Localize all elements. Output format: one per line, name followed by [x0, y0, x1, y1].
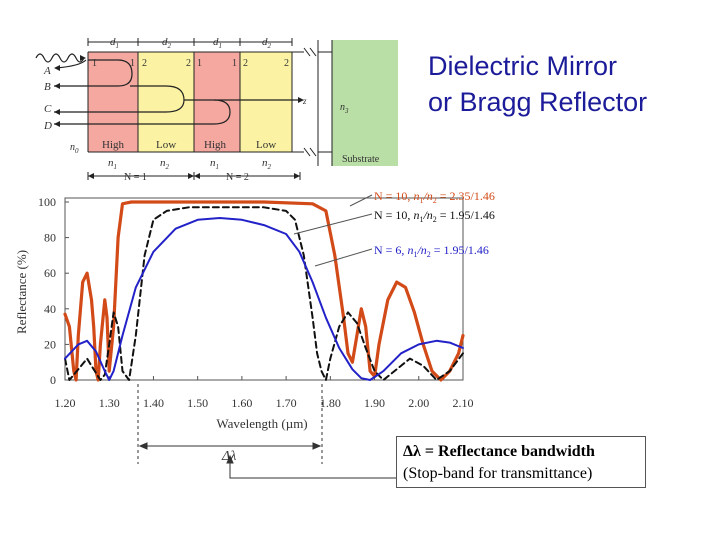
y-tick-label: 60 — [44, 266, 56, 280]
bandwidth-note: Δλ = Reflectance bandwidth (Stop-band fo… — [396, 436, 646, 488]
title-line-1: Dielectric Mirror — [428, 51, 617, 81]
substrate-label: Substrate — [342, 154, 380, 165]
interface-label: 1 — [130, 58, 135, 69]
d-label-3: d1 — [213, 36, 222, 50]
x-tick-label: 1.70 — [276, 396, 297, 410]
incident-wave — [35, 53, 85, 63]
x-tick-label: 2.00 — [408, 396, 429, 410]
y-tick-label: 100 — [38, 195, 56, 209]
y-tick-label: 0 — [50, 373, 56, 387]
x-tick-label: 1.80 — [320, 396, 341, 410]
substrate-block — [332, 40, 398, 166]
high-layer-1 — [88, 52, 138, 152]
low-layer-2 — [240, 52, 292, 152]
x-tick-label: 1.40 — [143, 396, 164, 410]
y-axis-label: Reflectance (%) — [14, 250, 29, 334]
ray-b — [54, 59, 133, 87]
x-tick-label: 1.60 — [231, 396, 252, 410]
d-label-1: d1 — [110, 36, 119, 50]
bandwidth-symbol: Δλ — [221, 449, 236, 464]
d-label-2: d2 — [162, 36, 172, 50]
layer-index: n2 — [262, 157, 272, 171]
x-axis-label: Wavelength (µm) — [216, 416, 307, 431]
layer-index: n1 — [210, 157, 219, 171]
ray-label-a: A — [43, 65, 51, 77]
note-line-1: Δλ = Reflectance bandwidth — [403, 443, 595, 460]
bandwidth-annotation — [137, 384, 396, 479]
interface-label: 1 — [197, 58, 202, 69]
legend-leader — [293, 213, 373, 235]
n0-label: n0 — [70, 142, 79, 155]
series-line-2 — [64, 206, 464, 381]
x-tick-label: 1.90 — [364, 396, 385, 410]
x-tick-label: 2.10 — [453, 396, 474, 410]
note-line-2: (Stop-band for transmittance) — [403, 465, 593, 482]
legend-entry-1: N = 10, n1/n2 = 2.35/1.46 — [374, 189, 495, 205]
x-tick-label: 1.50 — [187, 396, 208, 410]
interface-label: 2 — [142, 58, 147, 69]
layer-structure-diagram: d1 d2 d1 d2 1 1 2 2 1 1 2 2 — [35, 36, 398, 183]
y-tick-label: 80 — [44, 231, 56, 245]
legend-entry-3: N = 6, n1/n2 = 1.95/1.46 — [374, 243, 489, 259]
z-axis-label: z — [302, 96, 307, 106]
legend-leader — [314, 248, 373, 267]
y-tick-label: 40 — [44, 302, 56, 316]
ray-label-d: D — [43, 120, 52, 132]
layer-name: Low — [256, 139, 276, 151]
legend-leader — [349, 194, 373, 207]
interface-label: 2 — [186, 58, 191, 69]
reflectance-chart: 1.20 1.30 1.40 1.50 1.60 1.70 1.80 1.90 2.00 2.10… — [14, 189, 495, 431]
chart-axes: 1.20 1.30 1.40 1.50 1.60 1.70 1.80 1.90 2.00 2.10… — [38, 195, 474, 410]
layer-name: High — [204, 139, 227, 151]
x-tick-label: 1.30 — [99, 396, 120, 410]
chart-legend: N = 10, n1/n2 = 2.35/1.46 N = 10, n1/n2 =… — [293, 189, 495, 267]
chart-series — [63, 200, 465, 382]
title-line-2: or Bragg Reflector — [428, 87, 648, 117]
plot-frame — [64, 197, 464, 381]
legend-entry-2: N = 10, n1/n2 = 1.95/1.46 — [374, 208, 495, 224]
ray-label-b: B — [44, 81, 51, 93]
interface-label: 1 — [92, 58, 97, 69]
layer-index: n2 — [160, 157, 170, 171]
d-label-4: d2 — [262, 36, 272, 50]
interface-label: 1 — [232, 58, 237, 69]
layer-name: High — [102, 139, 125, 151]
x-tick-label: 1.20 — [55, 396, 76, 410]
layer-index: n1 — [108, 157, 117, 171]
slide-title: Dielectric Mirror or Bragg Reflector — [428, 48, 647, 120]
interface-label: 2 — [243, 58, 248, 69]
ray-label-c: C — [44, 103, 52, 115]
series-line-3 — [64, 217, 464, 381]
n3-label: n3 — [340, 102, 349, 115]
y-tick-label: 20 — [44, 337, 56, 351]
interface-label: 2 — [284, 58, 289, 69]
high-layer-2 — [194, 52, 240, 152]
series-line-1 — [63, 200, 465, 382]
layer-name: Low — [156, 139, 176, 151]
period-label-2: N = 2 — [226, 172, 249, 183]
period-label-1: N = 1 — [124, 172, 147, 183]
low-layer-1 — [138, 52, 194, 152]
